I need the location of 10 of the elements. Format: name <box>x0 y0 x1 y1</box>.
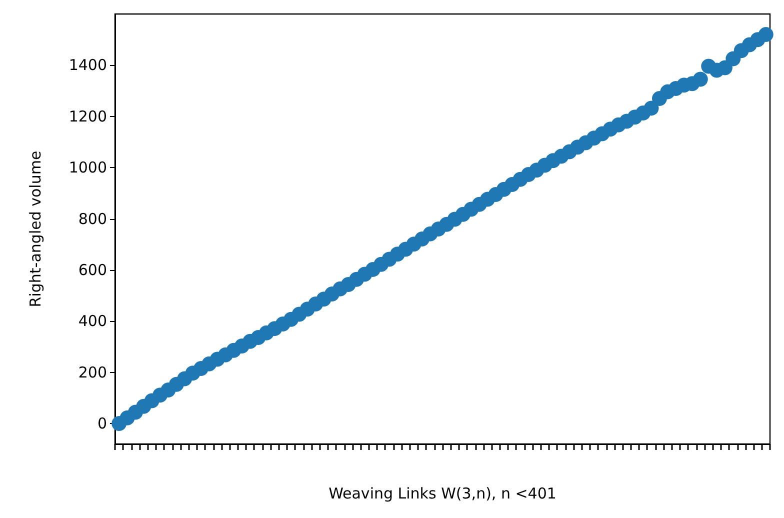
x-axis-title: Weaving Links W(3,n), n <401 <box>328 484 556 502</box>
y-tick-label: 1200 <box>68 107 107 126</box>
y-tick-label: 0 <box>97 414 107 433</box>
y-tick-label: 200 <box>78 363 107 382</box>
y-tick-label: 1400 <box>68 56 107 74</box>
y-tick-label: 600 <box>78 260 107 279</box>
y-tick-label: 400 <box>78 312 107 330</box>
y-tick-label: 1000 <box>68 158 107 177</box>
y-tick-label: 800 <box>78 210 107 228</box>
y-axis-title: Right-angled volume <box>26 150 44 308</box>
